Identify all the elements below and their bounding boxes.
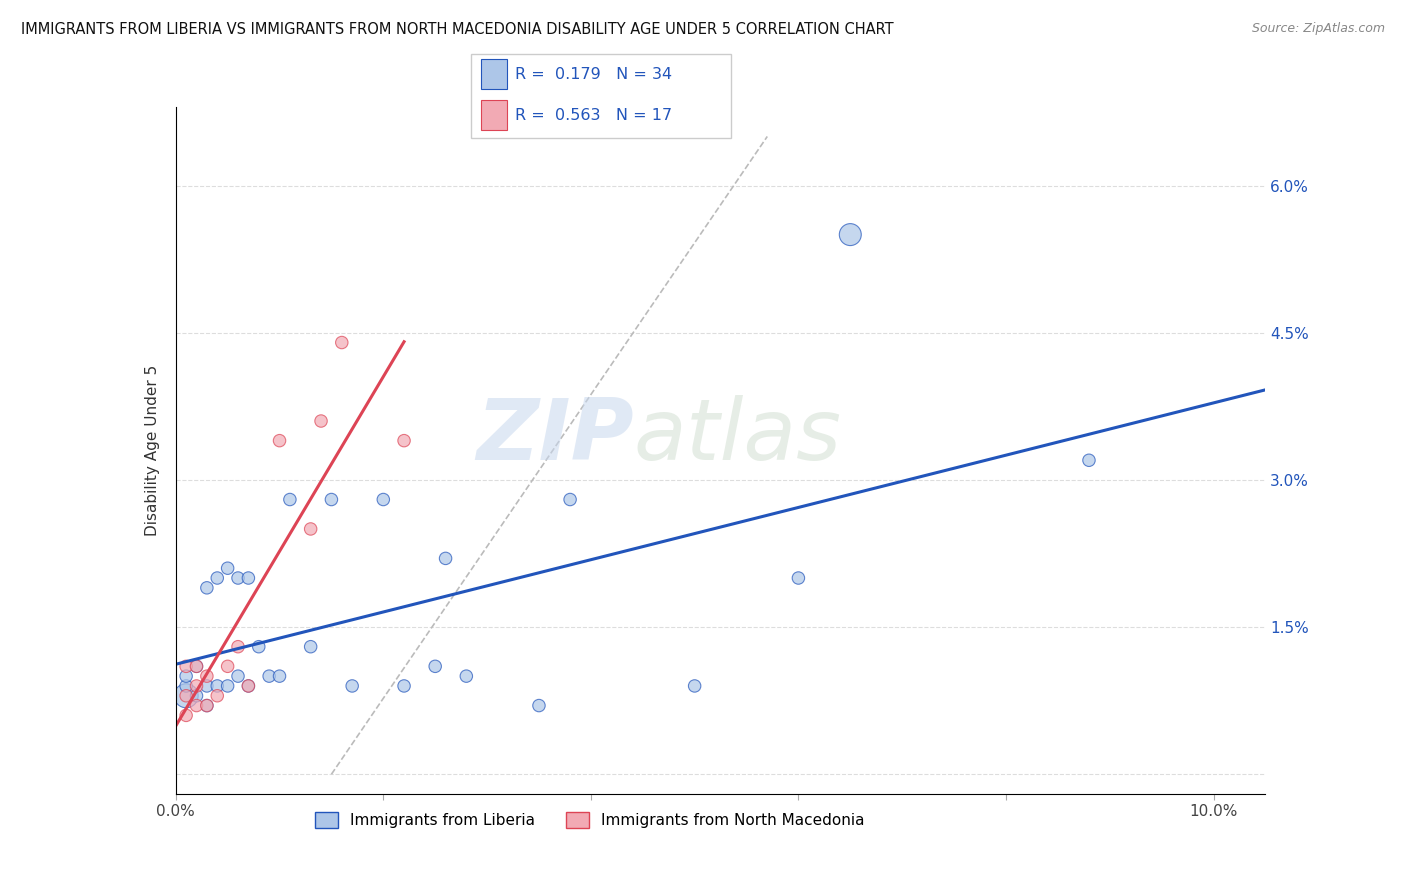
Legend: Immigrants from Liberia, Immigrants from North Macedonia: Immigrants from Liberia, Immigrants from… (309, 806, 870, 834)
Text: IMMIGRANTS FROM LIBERIA VS IMMIGRANTS FROM NORTH MACEDONIA DISABILITY AGE UNDER : IMMIGRANTS FROM LIBERIA VS IMMIGRANTS FR… (21, 22, 894, 37)
Point (527, 698, 550, 713)
Point (373, 492, 395, 507)
Point (238, 679, 260, 693)
Point (195, 581, 218, 595)
Point (174, 679, 197, 693)
Point (195, 679, 218, 693)
Point (207, 689, 229, 703)
Point (683, 679, 706, 693)
Point (839, 227, 862, 242)
Bar (481, 100, 508, 130)
Point (238, 571, 260, 585)
FancyBboxPatch shape (471, 54, 731, 138)
Point (195, 698, 218, 713)
Point (217, 659, 239, 673)
Point (217, 561, 239, 575)
Point (1078, 453, 1101, 467)
Point (195, 698, 218, 713)
Point (340, 679, 363, 693)
Point (278, 492, 301, 507)
Point (392, 434, 415, 448)
Point (392, 679, 415, 693)
Point (174, 669, 197, 683)
Point (330, 335, 353, 350)
Point (247, 640, 270, 654)
Point (195, 669, 218, 683)
Point (226, 669, 249, 683)
Point (238, 679, 260, 693)
Text: R =  0.563   N = 17: R = 0.563 N = 17 (515, 108, 672, 123)
Point (257, 669, 280, 683)
Point (186, 659, 208, 673)
Point (174, 659, 197, 673)
Bar (481, 60, 508, 89)
Text: atlas: atlas (633, 395, 841, 478)
Point (207, 571, 229, 585)
Point (186, 698, 208, 713)
Point (299, 522, 322, 536)
Point (174, 708, 197, 723)
Point (321, 492, 343, 507)
Point (558, 492, 581, 507)
Point (217, 679, 239, 693)
Point (456, 669, 478, 683)
Point (434, 551, 457, 566)
Point (425, 659, 447, 673)
Y-axis label: Disability Age Under 5: Disability Age Under 5 (145, 365, 160, 536)
Point (269, 434, 291, 448)
Point (226, 571, 249, 585)
Point (787, 571, 810, 585)
Point (186, 689, 208, 703)
Point (269, 669, 291, 683)
Point (207, 679, 229, 693)
Text: Source: ZipAtlas.com: Source: ZipAtlas.com (1251, 22, 1385, 36)
Point (186, 659, 208, 673)
Point (174, 689, 197, 703)
Point (226, 640, 249, 654)
Point (299, 640, 322, 654)
Point (174, 689, 197, 703)
Point (186, 679, 208, 693)
Text: R =  0.179   N = 34: R = 0.179 N = 34 (515, 67, 672, 82)
Point (309, 414, 332, 428)
Text: ZIP: ZIP (475, 395, 633, 478)
